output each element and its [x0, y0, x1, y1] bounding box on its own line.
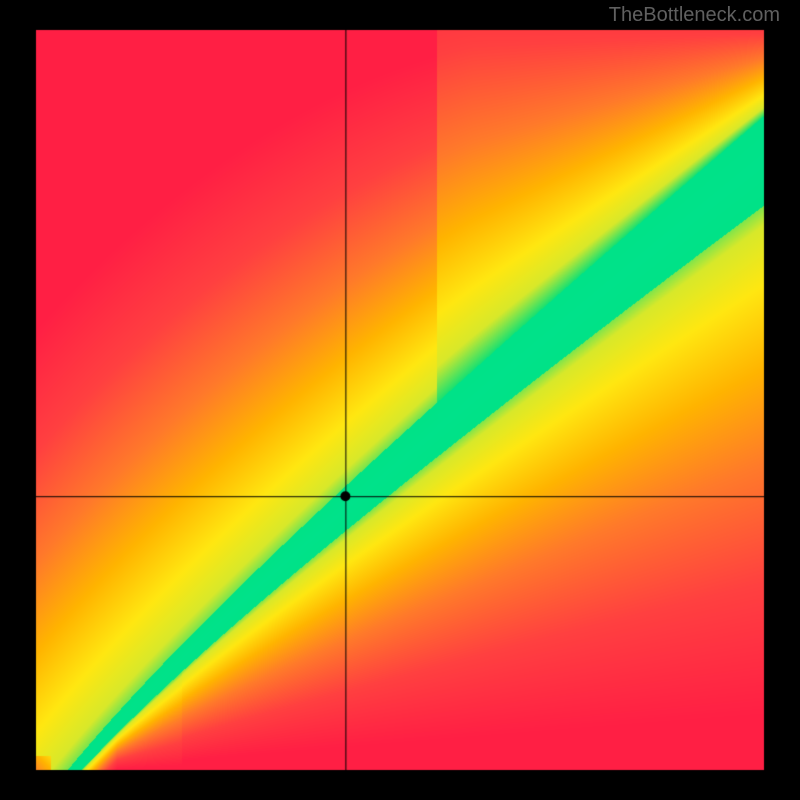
bottleneck-heatmap	[0, 0, 800, 800]
chart-container: TheBottleneck.com	[0, 0, 800, 800]
watermark-text: TheBottleneck.com	[609, 4, 780, 27]
